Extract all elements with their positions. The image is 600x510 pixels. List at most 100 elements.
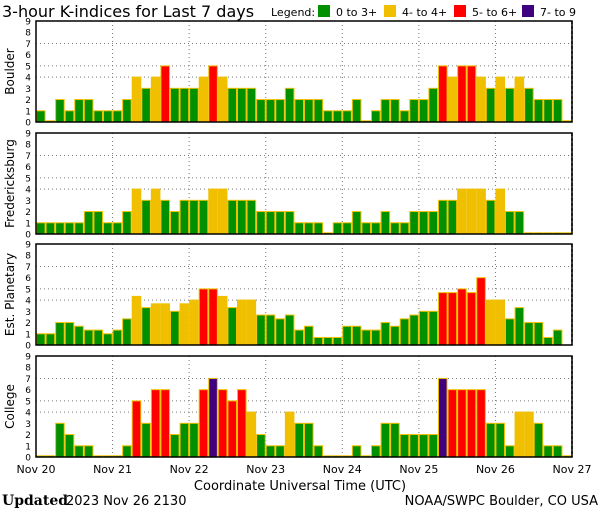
bar	[485, 87, 496, 123]
bar	[361, 222, 371, 235]
bar	[64, 110, 75, 123]
bar	[179, 87, 190, 123]
y-tick-label: 5	[25, 397, 31, 407]
bar	[428, 310, 438, 346]
bar	[495, 299, 505, 346]
bar	[428, 87, 438, 123]
y-tick-label: 4	[25, 409, 31, 419]
bar	[208, 377, 218, 458]
bar	[313, 336, 324, 346]
bar	[476, 188, 486, 235]
bar	[399, 110, 410, 123]
y-tick-label: 2	[25, 96, 31, 106]
bar	[103, 333, 113, 346]
y-tick-label: 0	[25, 119, 31, 129]
y-tick-label: 0	[25, 231, 31, 241]
bar	[227, 199, 238, 235]
legend-entry: 5- to 6+	[472, 6, 517, 19]
legend-entry: 4- to 4+	[402, 6, 447, 19]
bar	[55, 222, 65, 235]
bar	[457, 65, 467, 123]
bar	[514, 411, 525, 458]
legend-entry: 7- to 9	[540, 6, 576, 19]
y-tick-label: 2	[25, 319, 31, 329]
y-tick-label: 4	[25, 186, 31, 196]
bar	[265, 314, 276, 346]
bar	[64, 434, 75, 458]
bar	[418, 434, 429, 458]
bar	[390, 325, 400, 346]
bar	[45, 222, 56, 235]
legend-swatch	[384, 5, 396, 17]
bar	[246, 411, 257, 458]
x-tick-label: Nov 26	[476, 463, 515, 476]
bar	[217, 295, 228, 346]
bar	[380, 211, 391, 235]
bar	[428, 211, 438, 235]
bar	[304, 325, 314, 346]
bar	[552, 329, 563, 346]
y-tick-label: 2	[25, 431, 31, 441]
bar	[275, 99, 285, 123]
bar	[409, 99, 419, 123]
bar	[83, 99, 94, 123]
bar	[141, 422, 151, 458]
bar	[351, 325, 362, 346]
bar	[485, 199, 496, 235]
bar	[466, 292, 477, 346]
bar	[141, 87, 151, 123]
bar	[418, 310, 429, 346]
bar	[265, 99, 276, 123]
bar	[409, 434, 419, 458]
bar	[74, 99, 84, 123]
bar	[533, 422, 544, 458]
panel-label: Boulder	[3, 48, 17, 95]
bar	[313, 99, 324, 123]
y-tick-label: 3	[25, 85, 31, 95]
bar	[198, 76, 209, 123]
legend-swatch	[522, 5, 534, 17]
bar	[342, 325, 352, 346]
bar	[476, 76, 486, 123]
y-tick-label: 6	[25, 386, 31, 396]
bar	[351, 99, 362, 123]
panel-label: College	[3, 384, 17, 429]
bar	[361, 329, 371, 346]
bar	[438, 65, 448, 123]
bar	[552, 445, 563, 458]
bar	[198, 288, 209, 346]
bar	[179, 303, 190, 346]
bar	[409, 314, 419, 346]
bar	[505, 211, 515, 235]
y-tick-label: 5	[25, 62, 31, 72]
bar	[265, 445, 276, 458]
bar	[438, 377, 448, 458]
bar	[351, 211, 362, 235]
bar	[485, 422, 496, 458]
y-tick-label: 0	[25, 342, 31, 352]
bar	[112, 222, 123, 235]
bar	[485, 299, 496, 346]
bar	[457, 389, 467, 458]
bar	[294, 99, 304, 123]
bar	[294, 222, 304, 235]
bar	[208, 288, 218, 346]
bar	[514, 211, 525, 235]
y-tick-label: 6	[25, 274, 31, 284]
y-tick-label: 9	[25, 353, 31, 363]
bar	[93, 211, 104, 235]
bar	[64, 322, 75, 346]
y-tick-label: 5	[25, 285, 31, 295]
x-tick-label: Nov 25	[399, 463, 438, 476]
bar	[256, 211, 266, 235]
bar	[189, 299, 199, 346]
bar	[323, 336, 333, 346]
bar	[93, 329, 104, 346]
bar	[160, 65, 171, 123]
bar	[246, 199, 257, 235]
y-tick-label: 1	[25, 330, 31, 340]
bar	[237, 87, 247, 123]
bar	[55, 422, 65, 458]
y-tick-label: 4	[25, 297, 31, 307]
